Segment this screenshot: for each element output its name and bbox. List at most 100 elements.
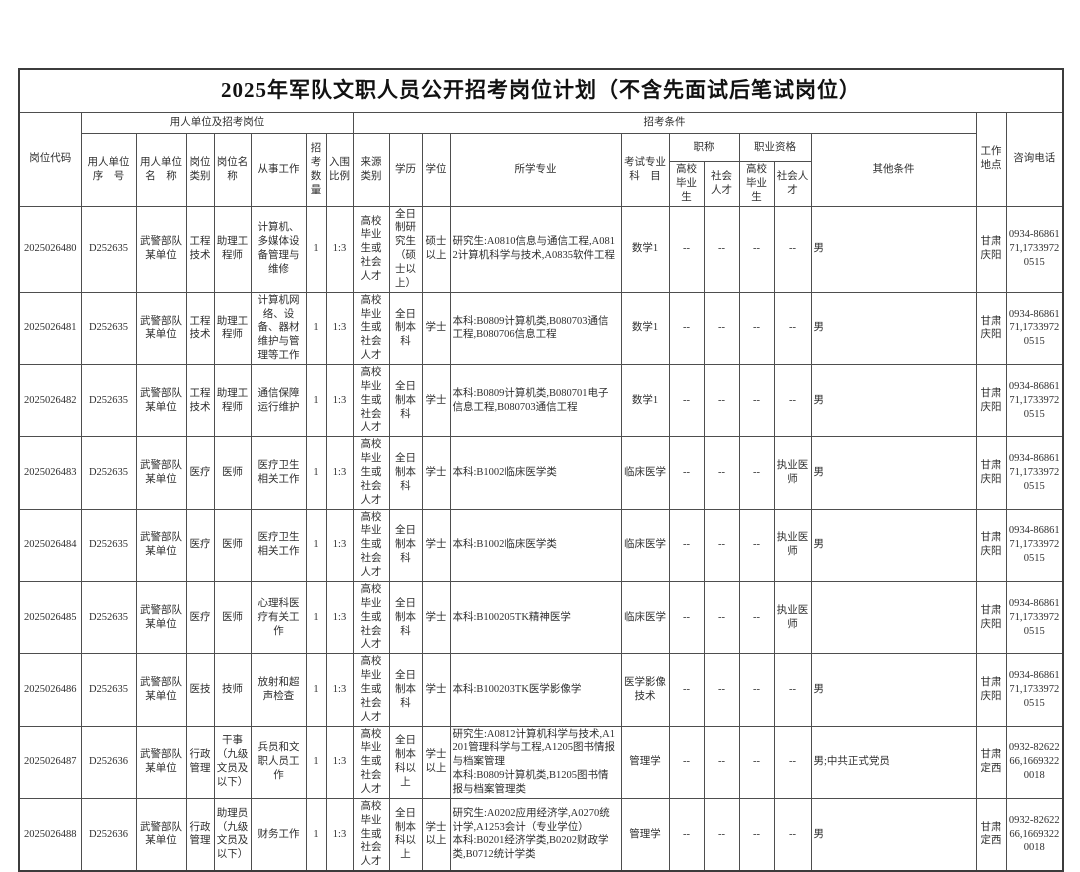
cell-source: 高校毕业生或社会人才 <box>352 725 390 799</box>
table-header: 2025年军队文职人员公开招考岗位计划（不含先面试后笔试岗位） 岗位代码 用人单… <box>18 68 1064 207</box>
cell-post: 医师 <box>213 508 252 582</box>
cell-serial: D252635 <box>80 205 137 293</box>
cell-ratio: 1:3 <box>325 436 354 510</box>
cell-post: 干事（九级文员及以下） <box>213 725 252 799</box>
cell-majors: 本科:B1002临床医学类 <box>449 508 622 582</box>
table-row: 2025026486 D252635 武警部队某单位 医技 技师 放射和超声检查 1 1:3 高… <box>18 653 1064 727</box>
cell-category: 工程技术 <box>185 205 215 293</box>
cell-title-social: -- <box>703 797 740 872</box>
cell-degree: 学士 <box>421 653 451 727</box>
header-employer-group: 用人单位及招考岗位 <box>80 112 354 134</box>
cell-category: 行政管理 <box>185 725 215 799</box>
cell-code: 2025026484 <box>18 508 82 582</box>
recruitment-plan-sheet: 2025年军队文职人员公开招考岗位计划（不含先面试后笔试岗位） 岗位代码 用人单… <box>18 68 1065 872</box>
cell-count: 1 <box>305 797 327 872</box>
cell-other: 男 <box>810 436 977 510</box>
cell-subject: 临床医学 <box>620 436 670 510</box>
header-majors: 所学专业 <box>449 133 622 207</box>
header-edu: 学历 <box>388 133 423 207</box>
cell-category: 医疗 <box>185 436 215 510</box>
header-code: 岗位代码 <box>18 112 82 207</box>
cell-title-social: -- <box>703 291 740 366</box>
cell-unit: 武警部队某单位 <box>135 797 187 872</box>
table-row: 2025026482 D252635 武警部队某单位 工程技术 助理工程师 通信保障运行维… <box>18 364 1064 438</box>
cell-unit: 武警部队某单位 <box>135 364 187 438</box>
cell-title-social: -- <box>703 725 740 799</box>
header-sub-row: 用人单位序 号 用人单位名 称 岗位类别 岗位名称 从事工作 招考数量 入围比例… <box>19 133 1063 207</box>
cell-title-social: -- <box>703 364 740 438</box>
cell-qual-social: -- <box>773 725 812 799</box>
cell-edu: 全日制本科 <box>388 436 423 510</box>
cell-phone: 0932-8262266,16693220018 <box>1005 725 1064 799</box>
cell-code: 2025026487 <box>18 725 82 799</box>
cell-unit: 武警部队某单位 <box>135 653 187 727</box>
cell-subject: 临床医学 <box>620 580 670 655</box>
header-location: 工作地点 <box>975 112 1007 207</box>
table-row: 2025026481 D252635 武警部队某单位 工程技术 助理工程师 计算机网络、设… <box>18 291 1064 366</box>
cell-subject: 数学1 <box>620 291 670 366</box>
cell-work: 计算机网络、设备、器材维护与管理等工作 <box>250 291 307 366</box>
cell-count: 1 <box>305 291 327 366</box>
cell-qual-grad: -- <box>738 797 775 872</box>
cell-count: 1 <box>305 436 327 510</box>
cell-phone: 0934-8686171,17339720515 <box>1005 205 1064 293</box>
cell-unit: 武警部队某单位 <box>135 436 187 510</box>
cell-other: 男 <box>810 653 977 727</box>
table-row: 2025026480 D252635 武警部队某单位 工程技术 助理工程师 计算机、多媒体… <box>18 205 1064 293</box>
header-qual-group: 职业资格 <box>738 133 812 162</box>
cell-edu: 全日制本科 <box>388 508 423 582</box>
cell-qual-social: -- <box>773 653 812 727</box>
cell-location: 甘肃庆阳 <box>975 436 1007 510</box>
cell-post: 助理工程师 <box>213 364 252 438</box>
cell-ratio: 1:3 <box>325 205 354 293</box>
cell-majors: 本科:B100205TK精神医学 <box>449 580 622 655</box>
cell-location: 甘肃庆阳 <box>975 653 1007 727</box>
cell-source: 高校毕业生或社会人才 <box>352 653 390 727</box>
header-conditions-group: 招考条件 <box>352 112 977 134</box>
cell-degree: 学士 <box>421 364 451 438</box>
cell-qual-social: -- <box>773 291 812 366</box>
cell-majors: 本科:B0809计算机类,B080703通信工程,B080706信息工程 <box>449 291 622 366</box>
table-row: 2025026484 D252635 武警部队某单位 医疗 医师 医疗卫生相关工作 1 1:3… <box>18 508 1064 582</box>
cell-code: 2025026481 <box>18 291 82 366</box>
cell-title-grad: -- <box>668 436 705 510</box>
cell-qual-grad: -- <box>738 508 775 582</box>
cell-title-grad: -- <box>668 364 705 438</box>
cell-serial: D252635 <box>80 508 137 582</box>
cell-title-social: -- <box>703 580 740 655</box>
cell-title-social: -- <box>703 205 740 293</box>
header-ratio: 入围比例 <box>325 133 354 207</box>
cell-source: 高校毕业生或社会人才 <box>352 508 390 582</box>
cell-work: 医疗卫生相关工作 <box>250 436 307 510</box>
cell-title-grad: -- <box>668 291 705 366</box>
cell-post: 医师 <box>213 580 252 655</box>
cell-serial: D252635 <box>80 364 137 438</box>
header-qual-social: 社会人才 <box>773 161 812 207</box>
cell-source: 高校毕业生或社会人才 <box>352 291 390 366</box>
cell-serial: D252635 <box>80 653 137 727</box>
cell-title-grad: -- <box>668 580 705 655</box>
cell-edu: 全日制本科 <box>388 364 423 438</box>
cell-phone: 0934-8686171,17339720515 <box>1005 580 1064 655</box>
cell-work: 放射和超声检查 <box>250 653 307 727</box>
cell-code: 2025026488 <box>18 797 82 872</box>
cell-phone: 0932-8262266,16693220018 <box>1005 797 1064 872</box>
cell-qual-social: -- <box>773 797 812 872</box>
cell-location: 甘肃定西 <box>975 725 1007 799</box>
cell-subject: 数学1 <box>620 364 670 438</box>
cell-work: 心理科医疗有关工作 <box>250 580 307 655</box>
cell-edu: 全日制本科 <box>388 291 423 366</box>
cell-ratio: 1:3 <box>325 580 354 655</box>
cell-qual-grad: -- <box>738 436 775 510</box>
recruitment-table: 2025年军队文职人员公开招考岗位计划（不含先面试后笔试岗位） 岗位代码 用人单… <box>18 68 1065 872</box>
cell-code: 2025026482 <box>18 364 82 438</box>
cell-edu: 全日制研究生（硕士以上） <box>388 205 423 293</box>
cell-category: 行政管理 <box>185 797 215 872</box>
cell-ratio: 1:3 <box>325 653 354 727</box>
cell-degree: 学士以上 <box>421 797 451 872</box>
cell-title-grad: -- <box>668 797 705 872</box>
cell-code: 2025026486 <box>18 653 82 727</box>
cell-ratio: 1:3 <box>325 797 354 872</box>
cell-source: 高校毕业生或社会人才 <box>352 364 390 438</box>
header-post: 岗位名称 <box>213 133 252 207</box>
